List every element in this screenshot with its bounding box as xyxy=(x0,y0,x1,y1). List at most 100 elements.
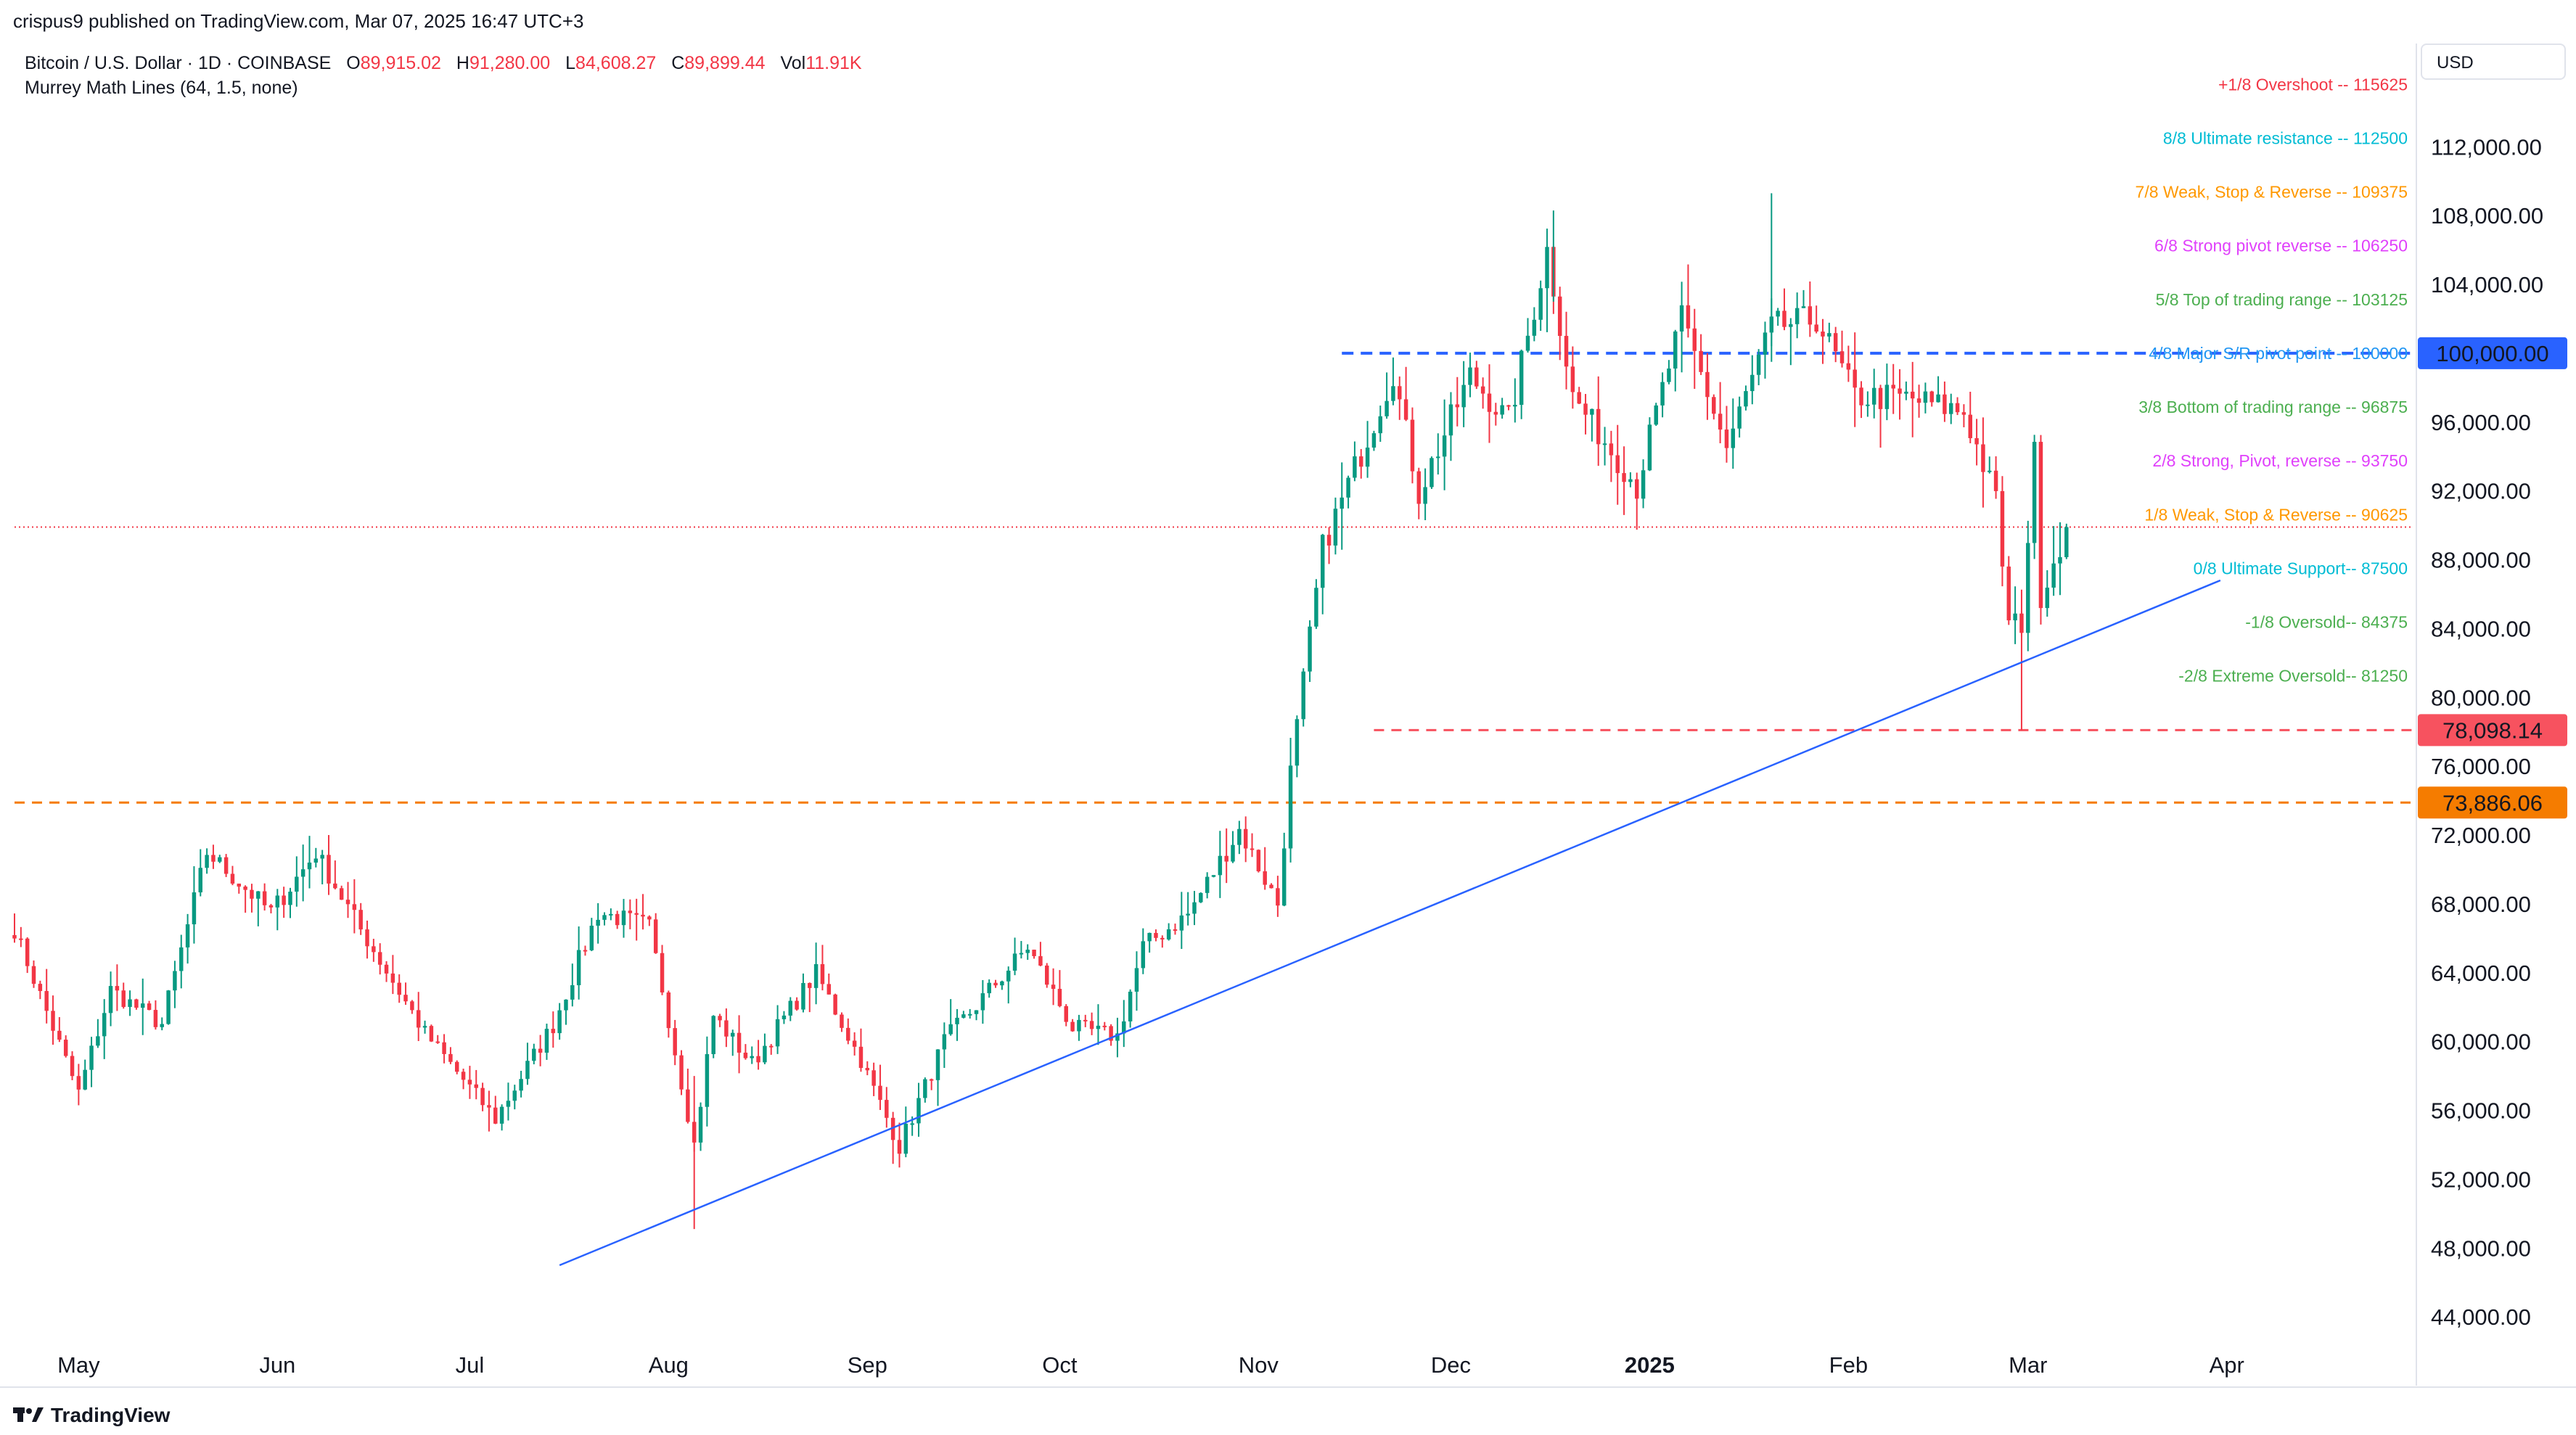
candle-body xyxy=(1718,414,1723,430)
candle xyxy=(102,999,107,1059)
support-trendline xyxy=(559,579,2221,1267)
candle xyxy=(499,1104,504,1131)
candle-body xyxy=(1724,429,1729,448)
candle-body xyxy=(544,1029,549,1053)
candle xyxy=(1763,321,1768,379)
candle-body xyxy=(769,1045,774,1048)
legend-high-label: H xyxy=(456,53,469,73)
candle-body xyxy=(756,1056,760,1063)
candle-body xyxy=(1006,970,1011,982)
candle xyxy=(333,860,337,889)
candle xyxy=(1557,287,1562,361)
candle xyxy=(1218,831,1223,898)
candle xyxy=(1564,311,1569,390)
candle-body xyxy=(262,891,267,905)
candle-body xyxy=(1083,1019,1088,1021)
candle xyxy=(1025,944,1030,961)
legend-symbol[interactable]: Bitcoin / U.S. Dollar · 1D · COINBASE xyxy=(25,53,332,73)
candle xyxy=(153,1000,158,1030)
candle-body xyxy=(2026,543,2030,633)
candle xyxy=(1801,289,1806,308)
candle xyxy=(1750,355,1755,405)
candle xyxy=(1038,942,1043,966)
candle xyxy=(230,865,235,886)
candle xyxy=(1891,363,1895,414)
candle xyxy=(878,1064,882,1110)
candle xyxy=(1839,330,1845,368)
candle-body xyxy=(1455,404,1460,408)
candle-body xyxy=(1115,1033,1120,1041)
candle xyxy=(903,1106,908,1158)
candle xyxy=(1269,883,1273,889)
candle xyxy=(1968,392,1972,444)
candle-body xyxy=(1359,456,1363,467)
currency-selector[interactable]: USD xyxy=(2421,44,2566,80)
candle xyxy=(1083,1014,1088,1027)
candle xyxy=(576,926,581,1000)
candle-body xyxy=(1679,305,1684,332)
candle xyxy=(846,1018,850,1045)
candle-body xyxy=(1557,296,1562,336)
candle-body xyxy=(218,857,222,862)
candle-body xyxy=(1667,368,1671,382)
candle-body xyxy=(1237,828,1242,845)
candle xyxy=(384,961,389,982)
candle-body xyxy=(467,1080,472,1085)
candle xyxy=(1141,928,1146,974)
candle xyxy=(557,1003,562,1040)
candle xyxy=(1853,332,1857,427)
candle-body xyxy=(666,992,671,1029)
y-tick-label: 44,000.00 xyxy=(2431,1304,2531,1330)
candle-body xyxy=(295,876,299,892)
legend-open-label: O xyxy=(346,53,361,73)
candle xyxy=(602,912,607,926)
candle-body xyxy=(1609,443,1614,456)
candle-body xyxy=(1448,404,1453,436)
candle-body xyxy=(1878,387,1883,409)
candle-body xyxy=(1943,394,1947,414)
x-tick-label: Apr xyxy=(2210,1352,2244,1378)
candle-body xyxy=(1853,369,1857,388)
candle xyxy=(1474,361,1479,390)
candle xyxy=(808,982,812,1013)
candle-body xyxy=(44,991,49,1011)
candle xyxy=(1577,387,1581,405)
candle-body xyxy=(1763,332,1768,355)
candle xyxy=(1731,398,1736,469)
candle-body xyxy=(871,1070,876,1086)
candle xyxy=(2026,520,2030,651)
candle-body xyxy=(1480,386,1485,394)
candle-body xyxy=(813,963,819,988)
candle xyxy=(1602,427,1607,466)
candle-body xyxy=(1051,984,1056,990)
candle-body xyxy=(499,1106,504,1124)
candle xyxy=(621,899,626,938)
murrey-label: 5/8 Top of trading range -- 103125 xyxy=(2156,290,2408,309)
candle xyxy=(955,1008,959,1041)
candle-body xyxy=(1955,403,1960,413)
candle xyxy=(813,942,819,1005)
candle-body xyxy=(89,1045,94,1070)
candle-body xyxy=(1622,473,1626,482)
candle-body xyxy=(1243,828,1248,849)
candle-body xyxy=(1429,458,1434,488)
candle xyxy=(987,979,991,998)
candle xyxy=(865,1061,870,1076)
candle xyxy=(480,1082,485,1111)
legend-indicator[interactable]: Murrey Math Lines (64, 1.5, none) xyxy=(25,78,298,98)
candle xyxy=(885,1087,889,1128)
candle-body xyxy=(763,1045,767,1063)
y-tick-label: 84,000.00 xyxy=(2431,616,2531,641)
candle xyxy=(1737,396,1742,438)
candle xyxy=(1718,382,1723,444)
x-tick-label: Jul xyxy=(456,1352,485,1378)
candle xyxy=(2064,523,2069,559)
y-tick-label: 96,000.00 xyxy=(2431,410,2531,435)
candle-body xyxy=(621,910,626,926)
candle xyxy=(108,971,113,1027)
candle xyxy=(1480,377,1485,409)
tradingview-logo[interactable]: TradingView xyxy=(13,1404,170,1428)
x-tick-label: Dec xyxy=(1431,1352,1471,1378)
candle xyxy=(128,990,132,1016)
